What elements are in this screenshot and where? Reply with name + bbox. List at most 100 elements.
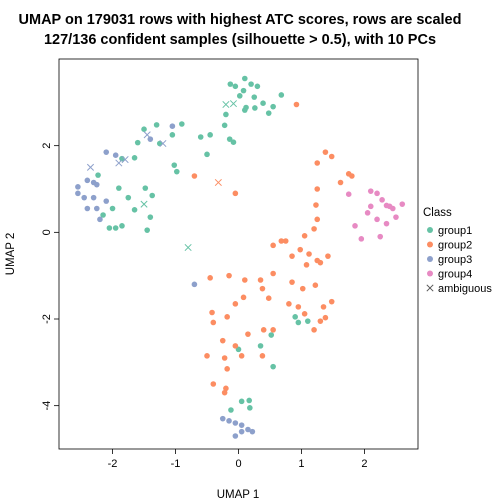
point-group2 xyxy=(241,277,248,283)
point-group3 xyxy=(245,426,251,433)
point-group3 xyxy=(103,149,110,155)
point-group2 xyxy=(210,381,217,387)
y-tick-label: -4 xyxy=(41,401,53,411)
point-group2 xyxy=(245,331,251,337)
point-group2 xyxy=(311,327,317,333)
point-group1 xyxy=(142,185,149,191)
point-group1 xyxy=(125,194,132,201)
point-group2 xyxy=(232,301,239,307)
chart-title: UMAP on 179031 rows with highest ATC sco… xyxy=(19,12,462,28)
point-group2 xyxy=(265,295,272,302)
point-group4 xyxy=(374,190,380,197)
point-group2 xyxy=(278,238,285,244)
point-group4 xyxy=(393,214,399,220)
point-group2 xyxy=(295,304,302,310)
point-group4 xyxy=(399,201,406,207)
y-tick-label: 0 xyxy=(41,229,53,235)
legend-label-group3: group3 xyxy=(438,254,472,266)
point-group2 xyxy=(224,314,230,320)
point-group1 xyxy=(241,75,248,82)
point-group2 xyxy=(314,216,321,223)
point-ambiguous xyxy=(222,100,230,109)
plot-frame xyxy=(58,58,419,450)
point-group1 xyxy=(251,94,258,100)
point-group4 xyxy=(345,191,352,197)
point-group1 xyxy=(179,121,185,127)
point-group2 xyxy=(301,233,308,239)
point-group1 xyxy=(141,126,147,132)
point-group1 xyxy=(232,83,239,90)
point-group3 xyxy=(226,418,232,424)
x-axis-label: UMAP 1 xyxy=(217,489,260,501)
point-ambiguous xyxy=(214,178,222,187)
point-group2 xyxy=(259,353,266,359)
point-group2 xyxy=(289,253,295,259)
point-group1 xyxy=(106,225,113,231)
legend-label-ambiguous: ambiguous xyxy=(438,283,492,295)
point-group4 xyxy=(377,233,384,240)
point-group1 xyxy=(144,227,150,233)
point-group1 xyxy=(171,162,178,168)
point-group3 xyxy=(249,428,256,435)
point-group3 xyxy=(169,123,176,129)
y-axis-label: UMAP 2 xyxy=(5,233,17,276)
point-group1 xyxy=(112,225,119,231)
y-tick-label: -2 xyxy=(41,314,53,324)
point-group2 xyxy=(297,246,304,253)
point-group4 xyxy=(367,188,374,194)
point-group1 xyxy=(268,332,275,338)
point-group1 xyxy=(131,207,138,213)
point-group3 xyxy=(232,420,239,426)
legend-key-ambiguous xyxy=(426,284,434,292)
point-group2 xyxy=(289,279,295,285)
legend: Class group1 group2 group3 group4 ambiguous xyxy=(423,207,492,295)
legend-label-group1: group1 xyxy=(438,225,472,237)
point-group2 xyxy=(223,385,229,392)
x-tick-label: 1 xyxy=(298,458,304,470)
legend-key-group2 xyxy=(427,241,433,248)
point-ambiguous xyxy=(159,139,167,148)
point-group3 xyxy=(112,152,119,158)
point-group1 xyxy=(248,81,254,87)
y-tick-label: 2 xyxy=(41,143,53,149)
point-group1 xyxy=(149,192,156,199)
point-group2 xyxy=(314,186,321,192)
y-axis: -4 -2 0 2 xyxy=(41,143,59,411)
point-group2 xyxy=(313,202,319,208)
point-group1 xyxy=(223,111,229,118)
point-group2 xyxy=(322,149,329,155)
point-group3 xyxy=(238,428,245,435)
point-group1 xyxy=(197,134,204,140)
point-group1 xyxy=(221,122,228,129)
point-group1 xyxy=(230,139,237,145)
point-group3 xyxy=(93,181,100,188)
point-group2 xyxy=(314,160,321,166)
point-group1 xyxy=(147,214,154,220)
point-group2 xyxy=(191,173,198,179)
point-group1 xyxy=(228,407,234,413)
point-group4 xyxy=(390,205,396,212)
legend-key-group3 xyxy=(427,256,433,262)
point-group2 xyxy=(207,275,213,281)
point-ambiguous xyxy=(140,200,148,208)
point-group2 xyxy=(301,311,308,317)
point-group2 xyxy=(210,319,217,326)
point-group2 xyxy=(257,277,264,283)
point-group2 xyxy=(286,301,292,307)
point-group3 xyxy=(147,136,154,142)
point-group1 xyxy=(173,168,180,175)
point-group1 xyxy=(270,363,276,370)
point-group3 xyxy=(93,205,100,212)
point-group1 xyxy=(227,81,234,87)
point-group2 xyxy=(322,314,329,321)
point-group2 xyxy=(209,309,215,316)
chart-subtitle: 127/136 confident samples (silhouette > … xyxy=(44,32,436,48)
point-group1 xyxy=(207,132,213,138)
point-group2 xyxy=(337,179,344,186)
point-group2 xyxy=(299,285,306,292)
point-group4 xyxy=(352,223,358,229)
point-group3 xyxy=(238,422,245,428)
legend-label-group2: group2 xyxy=(438,240,472,252)
point-group4 xyxy=(379,197,385,203)
